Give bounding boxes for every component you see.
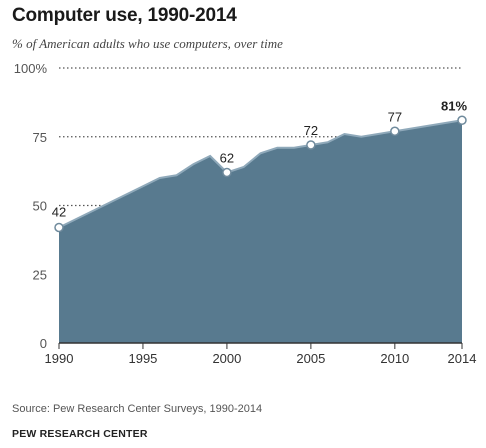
org-credit: PEW RESEARCH CENTER: [12, 428, 148, 440]
y-tick-label: 50: [33, 199, 47, 214]
chart-subtitle: % of American adults who use computers, …: [12, 36, 283, 51]
data-point-marker: [222, 167, 232, 178]
data-labels: 42 62 72 77 81%: [52, 98, 467, 233]
x-tick-label: 2000: [212, 351, 241, 366]
x-tick-label: 2010: [380, 351, 409, 366]
x-tick-label: 1995: [128, 351, 157, 366]
area-chart: 42 62 72 77 81% 0 25 50 75 100% 1990 1995 2000 2005 2…: [14, 61, 477, 366]
y-tick-label: 100%: [14, 61, 48, 76]
data-label: 72: [304, 123, 318, 138]
chart-title: Computer use, 1990-2014: [12, 5, 237, 26]
data-label: 42: [52, 205, 66, 220]
x-tick-label: 2014: [448, 351, 477, 366]
data-point-marker: [457, 115, 467, 125]
area-series: [58, 119, 463, 343]
data-point-marker: [54, 222, 64, 233]
series-area: [59, 120, 462, 343]
source-note: Source: Pew Research Center Surveys, 199…: [12, 403, 263, 415]
y-tick-label: 0: [40, 336, 47, 351]
data-point-marker: [390, 126, 400, 136]
data-point-marker: [306, 140, 316, 150]
data-label: 77: [388, 109, 402, 124]
axes: 0 25 50 75 100% 1990 1995 2000 2005 2010 2014: [14, 61, 477, 366]
y-tick-label: 75: [33, 130, 47, 145]
data-label: 62: [220, 151, 234, 166]
x-tick-label: 1990: [45, 351, 74, 366]
y-tick-label: 25: [33, 267, 47, 282]
x-tick-label: 2005: [296, 351, 325, 366]
data-label: 81%: [441, 98, 467, 113]
